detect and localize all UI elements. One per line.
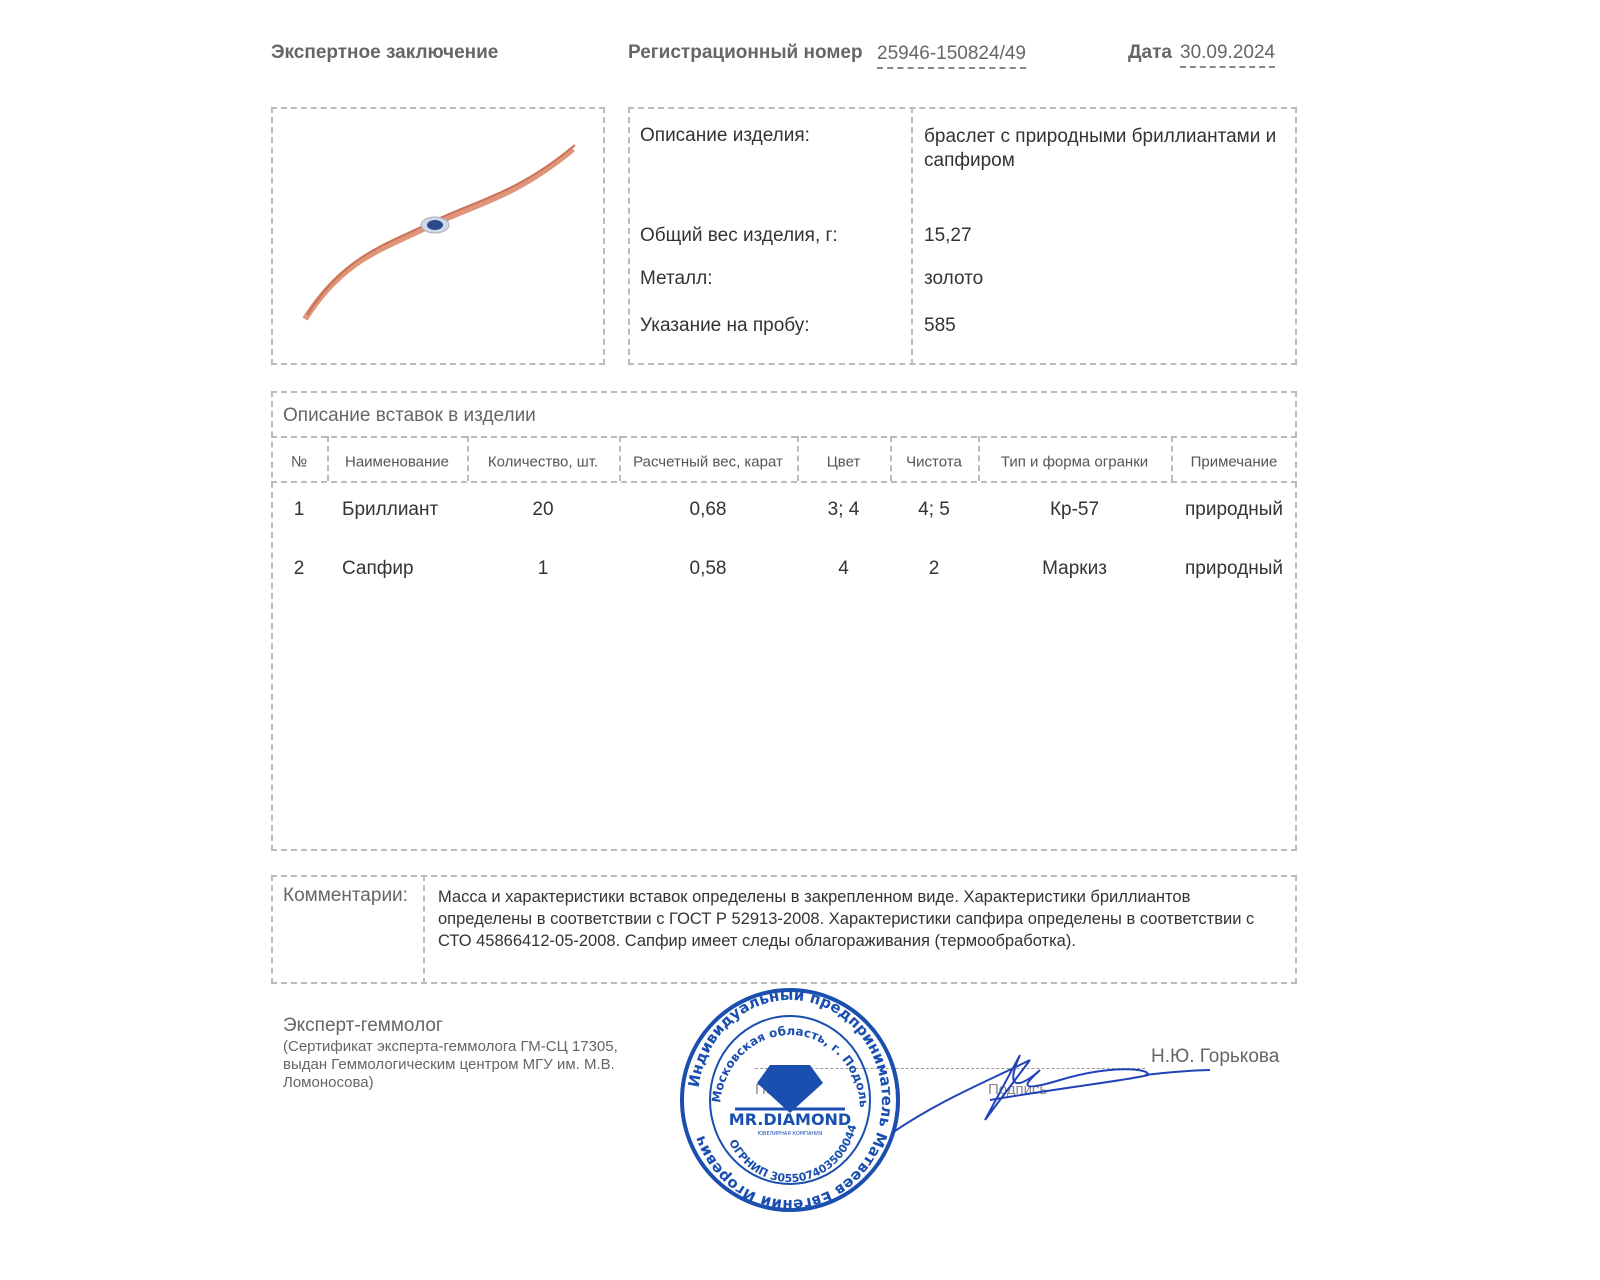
expert-title: Эксперт-геммолог [283, 1015, 443, 1036]
cell-cut: Маркиз [1042, 558, 1107, 579]
cell-weight: 0,68 [689, 499, 727, 520]
cell-weight: 0,58 [689, 558, 727, 579]
weight-value: 15,27 [924, 225, 972, 246]
item-photo-box [271, 107, 605, 365]
item-info-box [628, 107, 1297, 365]
col-number: № [290, 453, 308, 471]
svg-text:MR.DIAMOND: MR.DIAMOND [729, 1110, 851, 1129]
date-label: Дата [1128, 42, 1172, 63]
metal-value: золото [924, 268, 984, 289]
cell-note: природный [1184, 558, 1284, 579]
signature-scribble [891, 1054, 1211, 1134]
cell-clarity: 2 [928, 558, 940, 579]
inserts-table [271, 391, 1297, 851]
comments-label: Комментарии: [283, 885, 408, 906]
col-cut: Тип и форма огранки [1000, 453, 1149, 471]
col-clarity: Чистота [906, 453, 962, 471]
bracelet-image [302, 144, 576, 321]
comments-box [271, 875, 1297, 984]
cell-name: Бриллиант [342, 499, 439, 520]
cell-number: 2 [293, 558, 305, 579]
cell-clarity: 4; 5 [918, 499, 950, 520]
comments-text: Масса и характеристики вставок определен… [438, 888, 1255, 950]
description-value: браслет с природными бриллиантами и сапф… [924, 126, 1277, 171]
signer-name: Н.Ю. Горькова [1151, 1046, 1280, 1067]
cell-quantity: 1 [537, 558, 549, 579]
metal-label: Металл: [640, 268, 713, 289]
cell-note: природный [1184, 499, 1284, 520]
cell-cut: Кр-57 [1049, 499, 1100, 520]
expert-certificate: (Сертификат эксперта-геммолога ГМ-СЦ 173… [283, 1038, 618, 1091]
document-title: Экспертное заключение [271, 42, 499, 63]
reg-number-label: Регистрационный номер [628, 42, 863, 63]
weight-label: Общий вес изделия, г: [640, 225, 838, 246]
col-weight: Расчетный вес, карат [633, 453, 783, 471]
cell-quantity: 20 [532, 499, 554, 520]
date-value: 30.09.2024 [1180, 42, 1276, 68]
col-quantity: Количество, шт. [487, 453, 599, 471]
cell-color: 4 [838, 558, 849, 579]
col-note: Примечание [1190, 453, 1278, 471]
col-color: Цвет [826, 453, 861, 471]
cell-name: Сапфир [342, 558, 414, 579]
description-label: Описание изделия: [640, 125, 810, 146]
cell-number: 1 [293, 499, 305, 520]
company-stamp: Индивидуальный предприниматель Матвеев Е… [675, 985, 900, 1214]
svg-text:ЮВЕЛИРНАЯ КОМПАНИЯ: ЮВЕЛИРНАЯ КОМПАНИЯ [758, 1131, 823, 1137]
cell-color: 3; 4 [827, 499, 860, 520]
reg-number-value: 25946-150824/49 [877, 43, 1026, 69]
assay-value: 585 [924, 315, 956, 336]
assay-label: Указание на пробу: [640, 315, 810, 336]
inserts-title: Описание вставок в изделии [283, 405, 536, 426]
col-name: Наименование [345, 453, 449, 471]
